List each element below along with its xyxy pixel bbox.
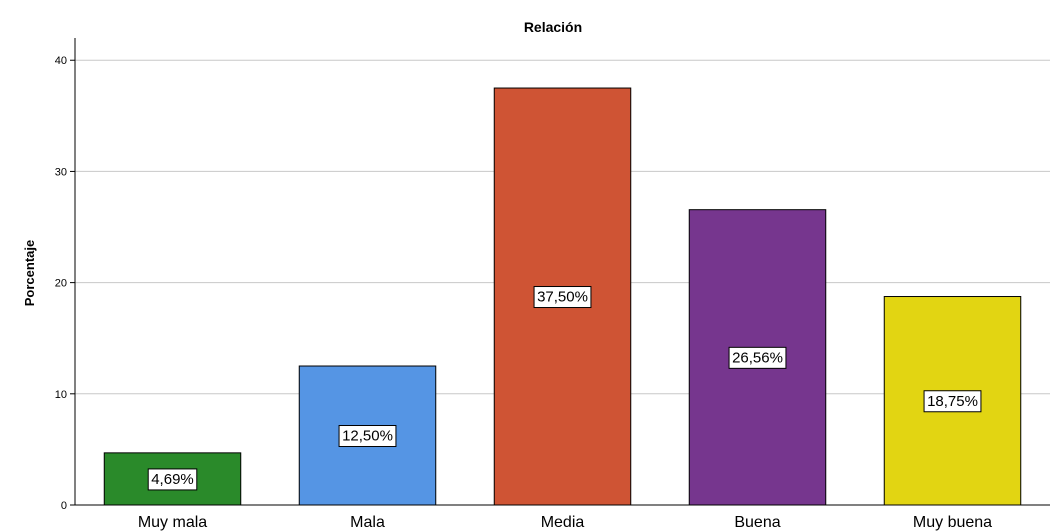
data-label-1: 12,50%: [342, 428, 393, 445]
labels-layer: 4,69% 12,50% 37,50% 26,56% 18,75%: [147, 286, 982, 491]
y-tick-label-2: 20: [55, 278, 67, 290]
data-label-box-0: [147, 468, 198, 491]
data-label-box-1: [338, 425, 397, 448]
y-tick-label-0: 0: [61, 500, 67, 512]
x-tick-label-0: Muy mala: [138, 514, 207, 531]
data-label-0: 4,69%: [151, 471, 194, 488]
axes-layer: 0 10 20 30 40 Muy mala Mala Media Buena Muy buena: [55, 38, 1050, 531]
chart-title: Relación: [524, 19, 582, 35]
x-tick-label-3: Buena: [734, 514, 780, 531]
x-tick-label-1: Mala: [350, 514, 385, 531]
y-axis-label: Porcentaje: [22, 240, 37, 306]
y-tick-label-1: 10: [55, 389, 67, 401]
data-label-2: 37,50%: [537, 289, 588, 306]
y-tick-label-3: 30: [55, 166, 67, 178]
y-tick-label-4: 40: [55, 55, 67, 67]
x-tick-label-2: Media: [541, 514, 585, 531]
data-label-4: 18,75%: [927, 393, 978, 410]
data-label-box-2: [533, 286, 592, 309]
data-label-box-4: [923, 390, 982, 413]
data-label-box-3: [728, 346, 787, 369]
x-tick-label-4: Muy buena: [913, 514, 992, 531]
data-label-3: 26,56%: [732, 349, 783, 366]
